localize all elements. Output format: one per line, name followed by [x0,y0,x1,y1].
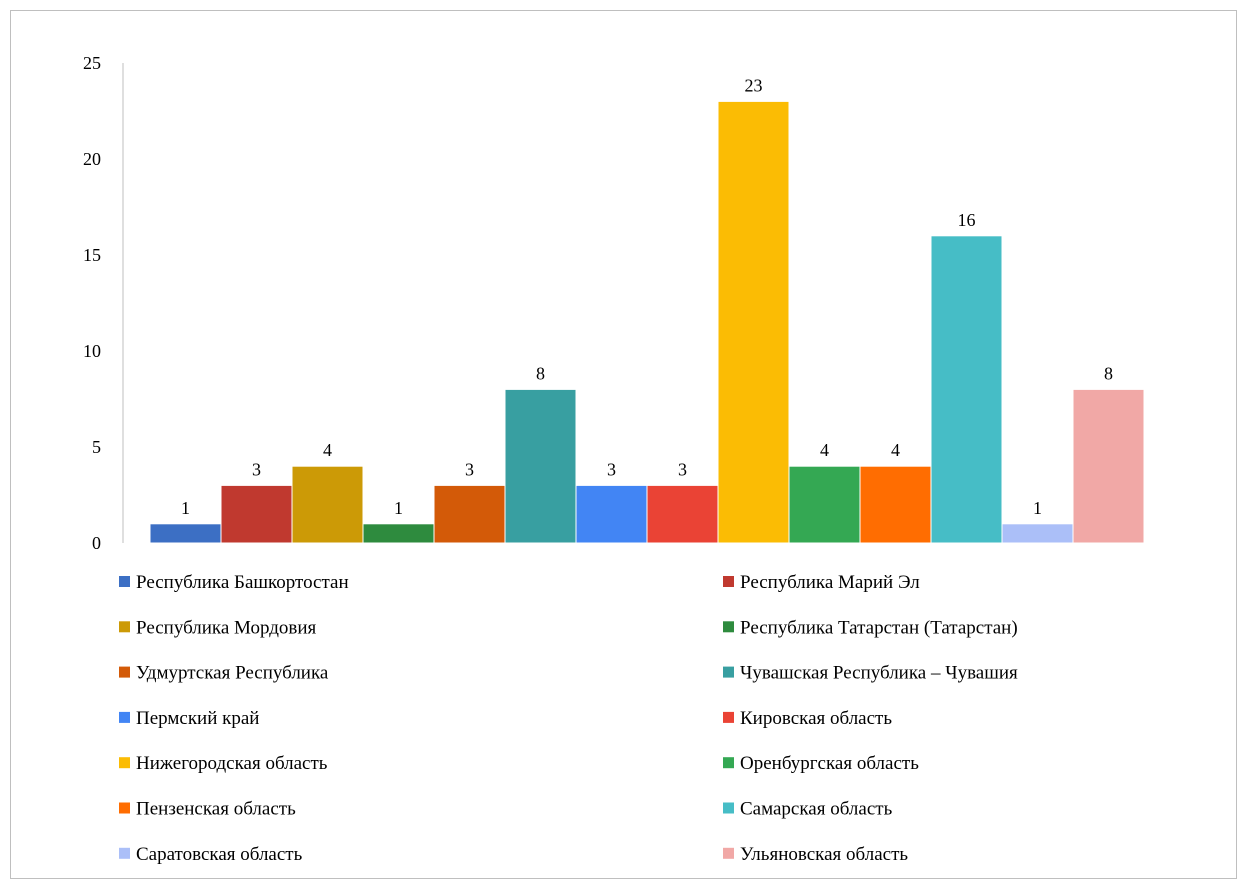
data-label: 23 [745,75,763,95]
legend-label: Республика Башкортостан [136,572,349,593]
data-label: 1 [1033,498,1042,518]
legend-label: Пермский край [136,708,259,729]
legend-label: Пензенская область [136,799,296,820]
y-tick-label: 10 [83,341,101,361]
data-label: 4 [820,440,829,460]
legend-swatch [723,666,734,678]
bar [433,484,506,544]
bar [149,523,222,544]
legend-swatch [119,621,130,633]
legend-label: Самарская область [740,799,893,820]
legend-swatch [723,847,734,859]
legend-label: Оренбургская область [740,753,919,774]
bars [149,100,1145,544]
bar [788,465,861,544]
data-label: 4 [891,440,900,460]
data-label: 3 [607,459,616,479]
legend-swatch [723,576,734,587]
y-tick-label: 0 [92,533,101,553]
legend-swatch [119,576,130,587]
chart-frame: 0 5 10 15 20 25 1 3 4 1 3 8 3 3 23 4 4 16 1 8 Республика Б… [10,10,1237,879]
legend: Республика Башкортостан Республика Марий … [119,572,1018,865]
legend-swatch [723,802,734,814]
legend-label: Удмуртская Республика [136,663,329,684]
data-label: 16 [958,210,976,230]
bar [575,484,648,544]
bar [930,235,1003,544]
bar [504,388,577,544]
data-label: 8 [536,363,545,383]
bar [220,484,293,544]
bar [859,465,932,544]
data-label: 1 [394,498,403,518]
legend-label: Ульяновская область [740,844,908,865]
legend-swatch [119,847,130,859]
legend-label: Саратовская область [136,844,303,865]
bar [1072,388,1145,544]
legend-label: Республика Мордовия [136,617,317,638]
legend-swatch [119,711,130,723]
legend-swatch [119,802,130,814]
data-label: 3 [678,459,687,479]
data-label: 4 [323,440,332,460]
data-label: 3 [252,459,261,479]
legend-swatch [119,757,130,769]
y-tick-label: 5 [92,437,101,457]
legend-label: Нижегородская область [136,753,328,774]
y-tick-label: 25 [83,53,101,73]
bar [717,100,790,544]
data-label: 3 [465,459,474,479]
data-label: 8 [1104,363,1113,383]
bar [291,465,364,544]
data-label: 1 [181,498,190,518]
legend-label: Кировская область [740,708,892,729]
legend-label: Республика Марий Эл [740,572,920,593]
bar [646,484,719,544]
y-axis: 0 5 10 15 20 25 [83,53,124,553]
legend-label: Республика Татарстан (Татарстан) [740,617,1018,638]
legend-label: Чувашская Республика – Чувашия [740,663,1018,684]
y-tick-label: 15 [83,245,101,265]
bar [362,523,435,544]
legend-swatch [723,711,734,723]
legend-swatch [723,621,734,633]
y-tick-label: 20 [83,149,101,169]
bar [1001,523,1074,544]
legend-swatch [119,666,130,678]
legend-swatch [723,757,734,769]
